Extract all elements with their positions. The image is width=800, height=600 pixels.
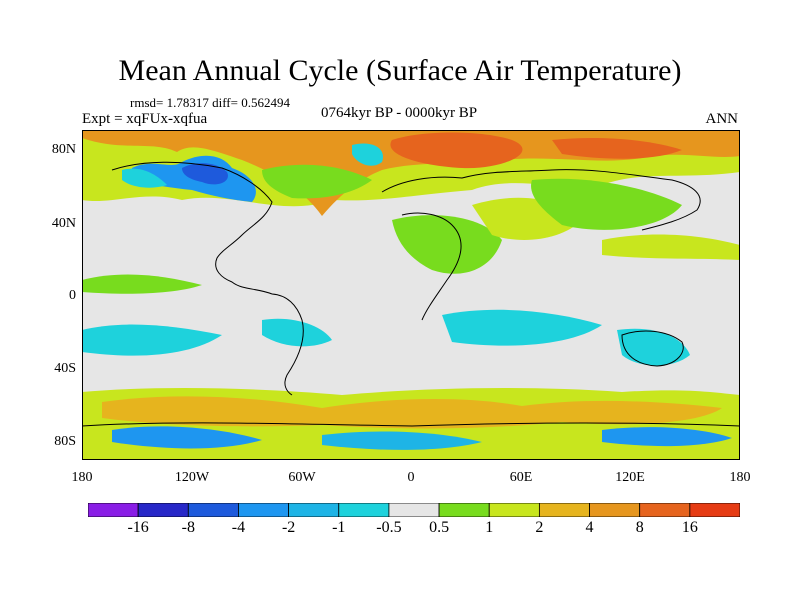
- asia-green: [531, 178, 682, 230]
- alaska-cyan: [122, 168, 167, 188]
- colorbar-swatch: [88, 503, 139, 517]
- colorbar-label: 2: [535, 519, 544, 536]
- lon-label-60w: 60W: [288, 470, 316, 485]
- antarctica-cold-3: [602, 427, 732, 447]
- colorbar-label: 0.5: [429, 519, 450, 536]
- colorbar-swatch: [538, 503, 590, 517]
- tropical-pacific-cyan: [82, 324, 222, 356]
- colorbar-swatch: [589, 503, 641, 517]
- colorbar-swatch: [288, 503, 340, 517]
- colorbar-label: -16: [127, 519, 149, 536]
- east-siberia-hotspot: [552, 138, 682, 159]
- colorbar-label: -8: [181, 519, 195, 536]
- antarctica-cold-1: [112, 426, 262, 449]
- lat-label-0: 0: [69, 288, 76, 303]
- siberia-hotspot: [390, 132, 523, 169]
- lat-label-80s: 80S: [54, 434, 76, 449]
- season-label: ANN: [705, 111, 739, 127]
- lon-label-180e: 180: [729, 470, 751, 485]
- colorbar-label: -0.5: [376, 519, 402, 536]
- colorbar-swatch: [689, 503, 740, 517]
- colorbar-label: 16: [681, 519, 698, 536]
- australia-cyan: [617, 328, 690, 366]
- africa-green: [392, 215, 502, 274]
- colorbar-label: 4: [585, 519, 594, 536]
- coastlines: [82, 161, 740, 427]
- lat-label-80n: 80N: [51, 142, 76, 157]
- indian-ocean-cyan: [442, 309, 602, 346]
- colorbar-swatch: [238, 503, 290, 517]
- lon-label-120w: 120W: [174, 470, 210, 485]
- colorbar-swatch: [388, 503, 440, 517]
- tropical-atlantic-green: [82, 274, 202, 294]
- colorbar-swatch: [438, 503, 490, 517]
- colorbar-label: -4: [231, 519, 246, 536]
- antarctica-cold-2: [322, 431, 482, 450]
- colorbar-swatch: [187, 503, 239, 517]
- canada-cold-deep: [182, 163, 228, 185]
- colorbar-label: 1: [485, 519, 494, 536]
- north-atlantic-green: [262, 164, 372, 199]
- temperature-anomaly-map: [82, 130, 740, 460]
- pacific-green-band: [602, 234, 740, 260]
- lat-label-40s: 40S: [54, 361, 76, 376]
- colorbar-label: 8: [635, 519, 644, 536]
- rmsd-stats: rmsd= 1.78317 diff= 0.562494: [130, 95, 290, 110]
- experiment-label: Expt = xqFUx-xqfua: [82, 111, 208, 127]
- southeast-pacific-cyan: [262, 318, 332, 347]
- lon-label-120e: 120E: [615, 470, 645, 485]
- colorbar-swatch: [137, 503, 189, 517]
- southern-ocean-gold: [102, 396, 722, 429]
- time-period: 0764kyr BP - 0000kyr BP: [321, 105, 478, 121]
- map-title: Mean Annual Cycle (Surface Air Temperatu…: [118, 54, 682, 87]
- colorbar-label: -1: [332, 519, 346, 536]
- colorbar: [88, 503, 740, 517]
- greenland-cyan: [352, 143, 383, 166]
- lon-label-0: 0: [407, 470, 415, 485]
- lon-label-60e: 60E: [509, 470, 533, 485]
- colorbar-swatch: [338, 503, 390, 517]
- colorbar-label: -2: [281, 519, 296, 536]
- colorbar-swatch: [639, 503, 691, 517]
- lat-label-40n: 40N: [51, 216, 76, 231]
- lon-label-180w: 180: [71, 470, 93, 485]
- colorbar-swatch: [488, 503, 540, 517]
